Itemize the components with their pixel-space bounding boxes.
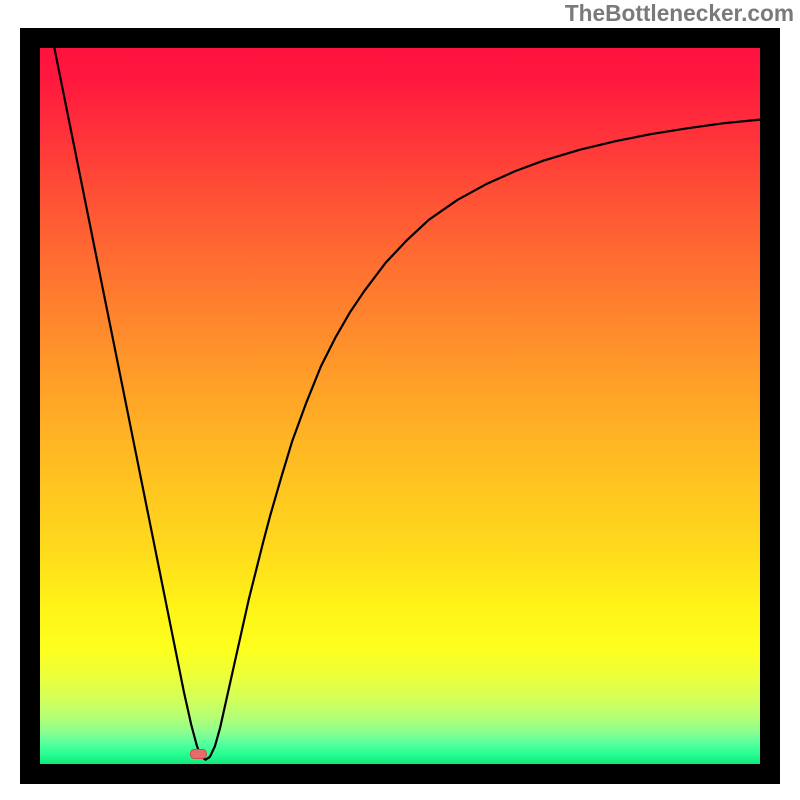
sweet-spot-marker	[190, 749, 206, 758]
plot-background	[40, 48, 760, 764]
bottleneck-chart	[0, 0, 800, 800]
chart-stage: TheBottlenecker.com	[0, 0, 800, 800]
